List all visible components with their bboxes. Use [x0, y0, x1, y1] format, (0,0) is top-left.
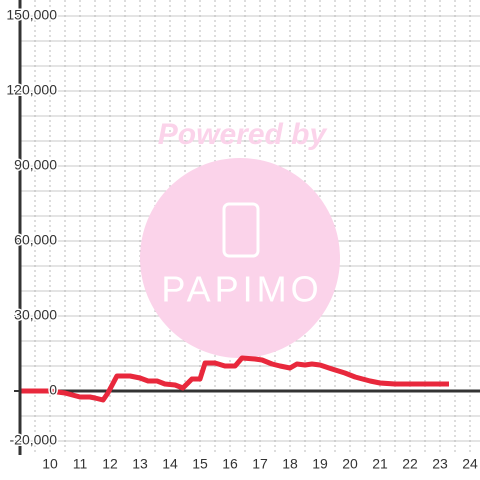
- watermark-text: Powered by: [158, 118, 328, 151]
- x-tick-label: 19: [312, 456, 328, 472]
- x-tick-label: 13: [132, 456, 148, 472]
- y-tick-label: 120,000: [6, 82, 57, 98]
- line: [20, 355, 449, 403]
- y-tick-label: 60,000: [14, 232, 57, 248]
- x-tick-label: 14: [162, 456, 178, 472]
- x-tick-label: 22: [402, 456, 418, 472]
- x-tick-label: 20: [342, 456, 358, 472]
- y-tick-label: 150,000: [6, 7, 57, 23]
- x-tick-label: 23: [432, 456, 448, 472]
- x-tick-label: 12: [102, 456, 118, 472]
- x-tick-label: 18: [282, 456, 298, 472]
- watermark-logo: PAPIMO: [161, 269, 322, 310]
- x-tick-label: 16: [222, 456, 238, 472]
- y-tick-label: 90,000: [14, 157, 57, 173]
- x-tick-label: 24: [462, 456, 478, 472]
- watermark-phone: [222, 202, 260, 258]
- x-tick-label: 21: [372, 456, 388, 472]
- y-tick-label: 0: [49, 382, 57, 398]
- x-tick-label: 17: [252, 456, 268, 472]
- x-tick-label: 11: [73, 456, 88, 472]
- y-tick-label: -20,000: [10, 432, 58, 448]
- y-tick-label: 30,000: [14, 307, 57, 323]
- watermark-circle: [140, 158, 340, 358]
- x-tick-label: 10: [42, 456, 58, 472]
- x-tick-label: 15: [192, 456, 208, 472]
